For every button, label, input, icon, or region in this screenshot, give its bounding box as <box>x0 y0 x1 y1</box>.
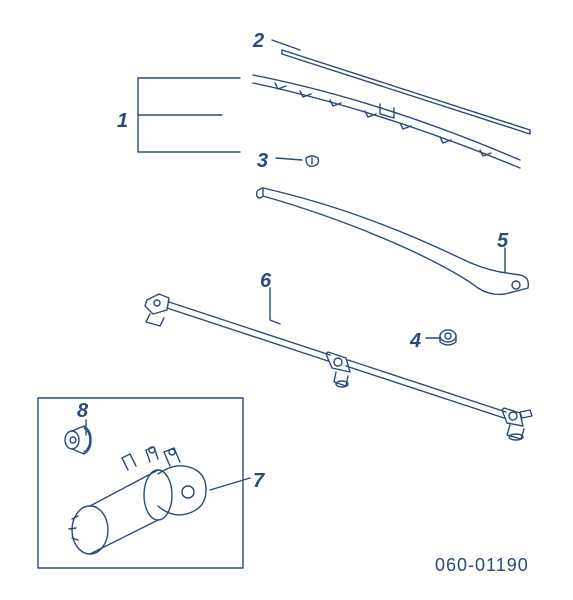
callout-2: 2 <box>253 30 264 53</box>
callout-7: 7 <box>253 470 264 493</box>
callout-6: 6 <box>260 270 271 293</box>
diagram-svg <box>0 0 573 600</box>
part-2-rubber <box>282 50 530 134</box>
part-3-clip <box>306 156 319 166</box>
callout-1: 1 <box>117 110 128 133</box>
part-5-arm <box>257 188 529 294</box>
part-6-linkage <box>145 294 532 440</box>
callout-3: 3 <box>257 150 268 173</box>
part-7-motor <box>69 447 206 554</box>
parts-diagram: 1 2 3 4 5 6 7 8 060-01190 <box>0 0 573 600</box>
callout-4: 4 <box>410 330 421 353</box>
part-4-cap <box>440 330 456 345</box>
part-8-connector <box>65 426 91 454</box>
callout-5: 5 <box>497 230 508 253</box>
leader-lines <box>86 40 505 490</box>
motor-box <box>38 398 243 568</box>
part-1-blade <box>253 75 520 168</box>
diagram-part-number: 060-01190 <box>435 555 529 576</box>
callout-8: 8 <box>77 400 88 423</box>
